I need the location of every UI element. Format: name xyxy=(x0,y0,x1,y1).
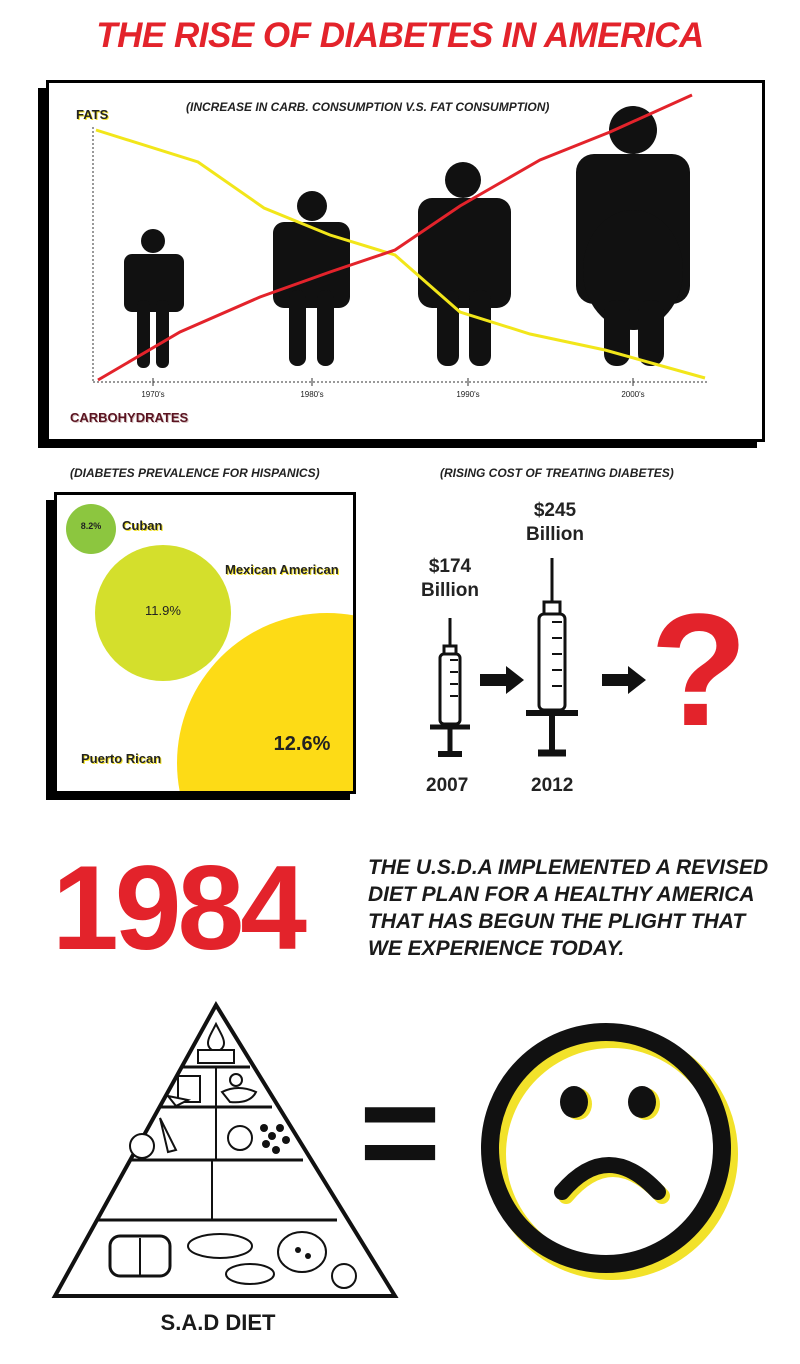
tick-label-1970: 1970's xyxy=(141,390,165,399)
mexican-american-circle xyxy=(95,545,231,681)
usda-statement: THE U.S.D.A IMPLEMENTED A REVISED DIET P… xyxy=(368,856,769,960)
syringe-2012-icon xyxy=(526,558,578,757)
sad-face-icon xyxy=(481,1023,738,1280)
cost-2012-amount: $245 xyxy=(533,500,577,521)
puerto-rican-label: Puerto Rican xyxy=(81,751,162,766)
sad-diet-label: S.A.D DIET xyxy=(160,1310,276,1335)
cuban-label: Cuban xyxy=(122,518,163,533)
cost-2007-unit: Billion xyxy=(420,580,480,601)
food-pyramid-icon xyxy=(51,1001,399,1298)
cost-2012-unit: Billion xyxy=(525,524,585,545)
trend-subtitle: (INCREASE IN CARB. CONSUMPTION V.S. FAT … xyxy=(186,100,550,114)
person-1990s xyxy=(418,162,511,366)
syringes-svg xyxy=(430,558,646,757)
infographic-title: THE RISE OF DIABETES IN AMERICA xyxy=(96,16,704,55)
equals-sign: = xyxy=(359,1053,441,1210)
tick-label-1980: 1980's xyxy=(300,390,324,399)
syringe-2007-icon xyxy=(430,618,470,757)
carbs-label: CARBOHYDRATES xyxy=(70,410,189,425)
cost-2007-year: 2007 xyxy=(426,775,469,796)
question-mark: ? xyxy=(650,580,748,759)
arrow-icon-2 xyxy=(602,666,646,694)
person-2000s xyxy=(576,106,690,366)
cuban-circle xyxy=(66,504,116,554)
usda-year: 1984 xyxy=(52,841,307,975)
arrow-icon-1 xyxy=(480,666,524,694)
tick-label-1990: 1990's xyxy=(456,390,480,399)
cost-caption: (RISING COST OF TREATING DIABETES) xyxy=(440,466,674,480)
mexican-american-value: 11.9% xyxy=(145,603,181,618)
fats-label: FATS xyxy=(76,107,109,122)
fats-line xyxy=(95,128,706,380)
carbs-line xyxy=(97,93,693,382)
puerto-rican-value: 12.6% xyxy=(273,733,331,755)
hispanic-panel: 8.2% 11.9% 12.6% Cuban Mexican American … xyxy=(54,492,356,794)
mexican-american-label: Mexican American xyxy=(225,562,339,577)
trend-chart-svg xyxy=(92,93,708,386)
hispanic-caption: (DIABETES PREVALENCE FOR HISPANICS) xyxy=(70,466,320,480)
cuban-value: 8.2% xyxy=(80,521,102,531)
cost-2007-amount: $174 xyxy=(428,556,472,577)
tick-label-2000: 2000's xyxy=(621,390,645,399)
cost-2012-year: 2012 xyxy=(531,775,574,796)
